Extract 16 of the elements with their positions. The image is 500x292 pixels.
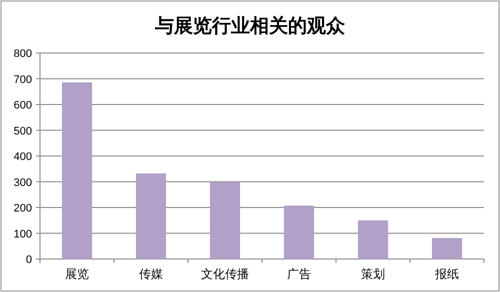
x-tick-label: 报纸: [434, 267, 459, 281]
x-tick-label: 策划: [361, 267, 385, 281]
x-tick-label: 广告: [287, 267, 311, 281]
y-tick-label: 300: [14, 176, 32, 189]
y-tick-label: 200: [14, 202, 32, 214]
y-tick-label: 100: [14, 228, 32, 240]
chart-title: 与展览行业相关的观众: [154, 15, 346, 37]
x-tick-label: 文化传播: [201, 267, 249, 281]
y-tick-label: 400: [14, 151, 32, 163]
y-tick-label: 600: [14, 100, 32, 112]
x-tick-label: 展览: [65, 267, 89, 281]
y-tick-label: 500: [14, 125, 32, 138]
y-tick-label: 0: [26, 254, 32, 266]
y-tick-label: 800: [14, 48, 32, 60]
y-tick-label: 700: [14, 74, 32, 86]
x-tick-label: 传媒: [139, 267, 163, 281]
